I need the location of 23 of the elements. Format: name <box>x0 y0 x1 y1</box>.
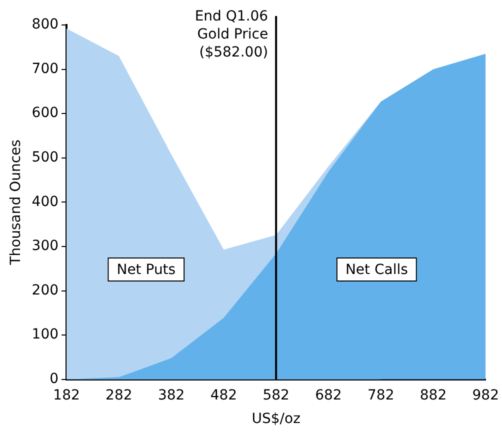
y-axis-title: Thousand Ounces <box>8 140 24 266</box>
x-tick-label: 582 <box>262 387 290 404</box>
y-tick-label: 400 <box>32 194 59 210</box>
x-tick-label: 882 <box>420 387 447 404</box>
y-tick-label: 0 <box>50 371 59 388</box>
y-tick-label: 500 <box>32 150 59 166</box>
x-tick-label: 982 <box>472 387 500 404</box>
y-tick-label: 300 <box>32 238 59 254</box>
y-tick-label: 800 <box>32 16 59 33</box>
x-tick-label: 482 <box>210 387 238 404</box>
y-tick-label: 100 <box>32 326 59 343</box>
y-tick-label: 700 <box>32 60 59 77</box>
ref-line-label: End Q1.06 Gold Price ($582.00) <box>194 8 268 61</box>
x-axis-title: US$/oz <box>252 411 300 428</box>
x-tick-label: 682 <box>315 387 342 404</box>
annotation: Net Puts <box>116 262 176 278</box>
x-tick-label: 282 <box>106 387 132 404</box>
x-tick-label: 182 <box>53 387 80 404</box>
annotation: Net Calls <box>345 262 408 278</box>
y-tick-label: 600 <box>32 105 59 122</box>
y-tick-label: 200 <box>32 282 59 298</box>
x-tick-label: 382 <box>158 387 185 404</box>
x-tick-label: 782 <box>367 387 394 404</box>
